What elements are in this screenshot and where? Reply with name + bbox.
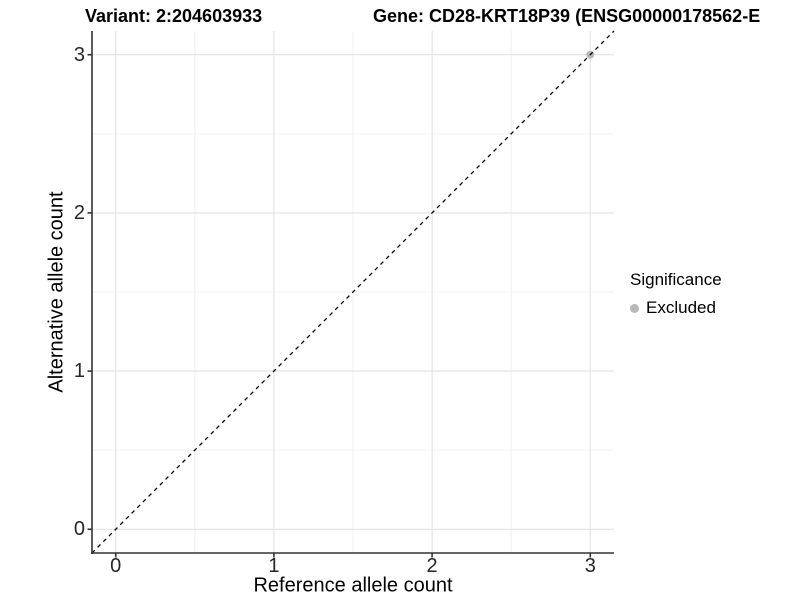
x-tick-label: 0 (110, 555, 122, 577)
y-tick-label: 1 (73, 360, 85, 383)
y-tick-label: 2 (73, 201, 85, 224)
y-tick-label: 3 (73, 43, 85, 66)
legend-item-label: Excluded (646, 298, 716, 317)
legend: Significance Excluded (630, 270, 722, 318)
y-tick-label: 0 (73, 518, 85, 541)
legend-point-icon (630, 303, 639, 313)
variant-title: Variant: 2:204603933 (85, 6, 263, 26)
x-axis-title: Reference allele count (253, 574, 453, 597)
legend-item-excluded: Excluded (630, 298, 722, 318)
gene-title: Gene: CD28-KRT18P39 (ENSG00000178562-E (373, 6, 761, 26)
legend-title: Significance (630, 270, 722, 289)
x-tick-label: 2 (426, 555, 438, 577)
x-tick-label: 3 (584, 555, 596, 577)
identity-reference-line (91, 30, 615, 554)
x-tick-label: 1 (268, 555, 280, 577)
y-axis-title: Alternative allele count (45, 191, 68, 393)
